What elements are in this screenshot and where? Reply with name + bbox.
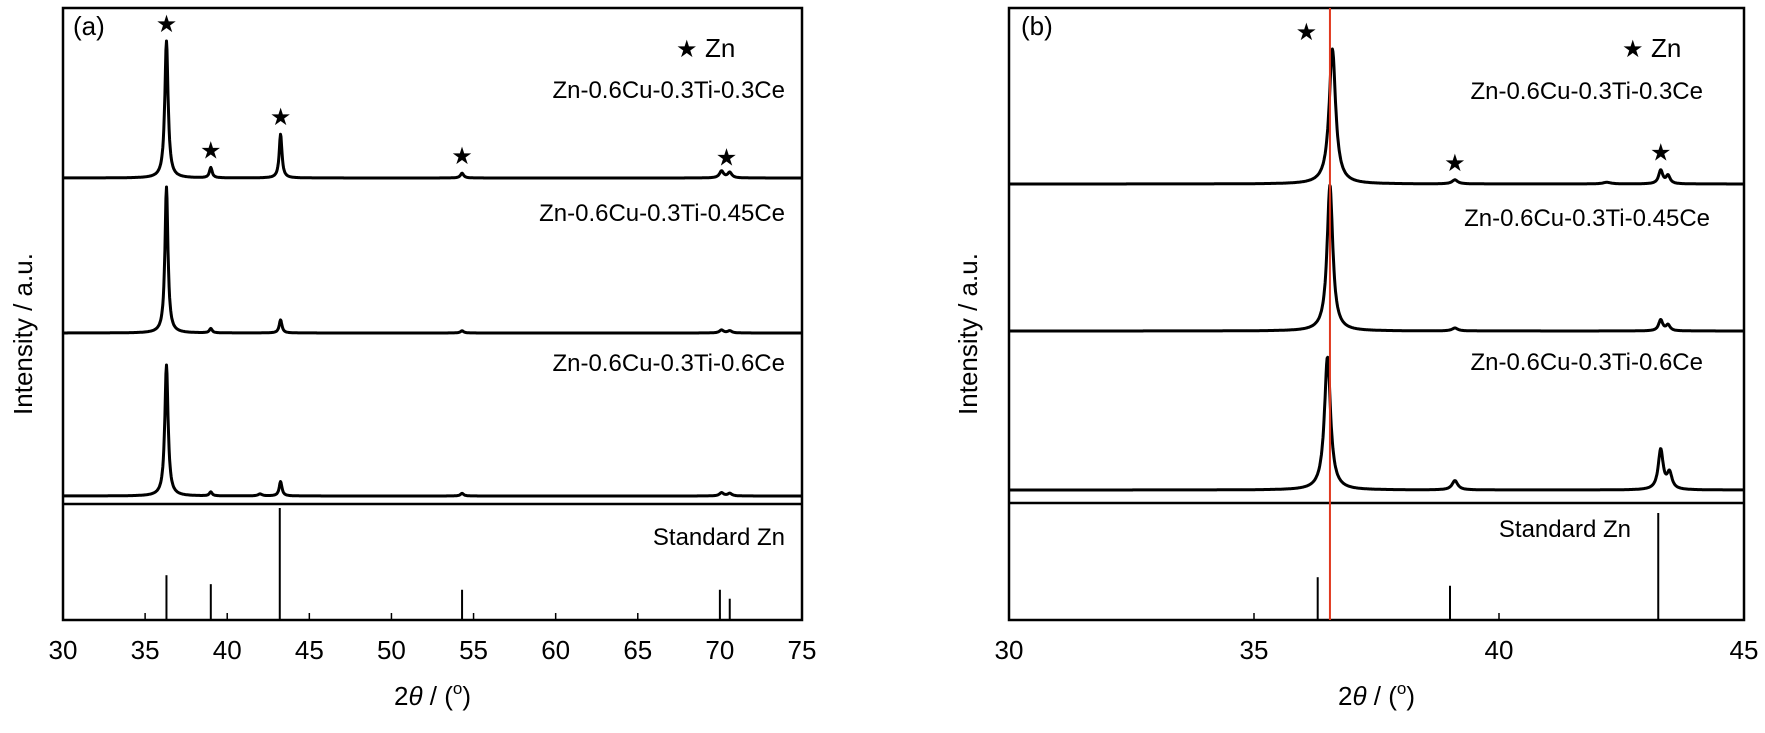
x-axis-label-prefix: 2	[1338, 681, 1352, 711]
plot-frame	[61, 6, 804, 622]
plot-frame	[1007, 6, 1746, 622]
xrd-trace-2	[1008, 183, 1745, 333]
series-label-3: Zn-0.6Cu-0.3Ti-0.6Ce	[1470, 349, 1703, 376]
zn-peak-star-icon: ★	[716, 145, 738, 172]
standard-label: Standard Zn	[1499, 516, 1631, 543]
legend-label: Zn	[1651, 33, 1681, 63]
zn-peak-star-icon: ★	[1296, 19, 1318, 46]
x-tick-label: 35	[131, 635, 160, 665]
legend: ★ Zn	[1622, 33, 1681, 63]
x-axis-label-theta: θ	[408, 681, 422, 711]
x-tick-label: 50	[377, 635, 406, 665]
x-tick-label: 45	[1730, 635, 1759, 665]
legend: ★ Zn	[676, 33, 735, 63]
x-axis-label: 2θ / (o)	[394, 679, 471, 711]
x-axis-label-close: )	[462, 681, 471, 711]
xrd-trace-1	[62, 39, 803, 180]
series-label-1: Zn-0.6Cu-0.3Ti-0.3Ce	[1470, 78, 1703, 105]
x-tick-label: 40	[213, 635, 242, 665]
x-tick-label: 30	[995, 635, 1024, 665]
x-tick-label: 40	[1485, 635, 1514, 665]
zn-peak-star-icon: ★	[156, 11, 178, 38]
x-tick-label: 75	[788, 635, 817, 665]
zn-peak-star-icon: ★	[1650, 140, 1672, 167]
x-tick-label: 30	[49, 635, 78, 665]
x-axis-label: 2θ / (o)	[1338, 679, 1415, 711]
zn-peak-star-icon: ★	[270, 104, 292, 131]
x-axis-label-mid: / (	[423, 681, 454, 711]
zn-peak-star-icon: ★	[200, 137, 222, 164]
xrd-trace-3	[62, 363, 803, 498]
x-axis-label-close: )	[1406, 681, 1415, 711]
xrd-trace-3	[1008, 355, 1745, 492]
x-tick-label: 35	[1240, 635, 1269, 665]
xrd-trace-2	[62, 185, 803, 335]
x-tick-label: 45	[295, 635, 324, 665]
y-axis-label: Intensity / a.u.	[953, 253, 983, 415]
series-label-2: Zn-0.6Cu-0.3Ti-0.45Ce	[1464, 205, 1710, 232]
panel-label: (b)	[1021, 11, 1053, 41]
x-tick-label: 65	[623, 635, 652, 665]
zn-peak-star-icon: ★	[1444, 150, 1466, 177]
panel-b: (b) ★ Zn Intensity / a.u. 30 35 40 45 2θ / (o) Zn…	[953, 6, 1759, 711]
x-axis-label-theta: θ	[1352, 681, 1366, 711]
legend-star-icon: ★	[676, 36, 698, 63]
x-axis-label-prefix: 2	[394, 681, 408, 711]
panel-a: (a) ★ Zn Intensity / a.u. 30 35 40 45 50 55 60 65 70…	[8, 6, 817, 711]
panel-label: (a)	[73, 11, 105, 41]
y-axis-label: Intensity / a.u.	[8, 253, 38, 415]
x-axis-label-mid: / (	[1367, 681, 1398, 711]
xrd-trace-1	[1008, 47, 1745, 186]
x-tick-label: 60	[541, 635, 570, 665]
x-axis-label-degree: o	[1397, 679, 1406, 698]
series-label-3: Zn-0.6Cu-0.3Ti-0.6Ce	[552, 350, 785, 377]
zn-peak-star-icon: ★	[451, 143, 473, 170]
series-label-1: Zn-0.6Cu-0.3Ti-0.3Ce	[552, 77, 785, 104]
x-tick-label: 70	[705, 635, 734, 665]
series-label-2: Zn-0.6Cu-0.3Ti-0.45Ce	[539, 200, 785, 227]
x-axis-label-degree: o	[453, 679, 462, 698]
legend-label: Zn	[705, 33, 735, 63]
legend-star-icon: ★	[1622, 36, 1644, 63]
x-tick-label: 55	[459, 635, 488, 665]
standard-label: Standard Zn	[653, 524, 785, 551]
